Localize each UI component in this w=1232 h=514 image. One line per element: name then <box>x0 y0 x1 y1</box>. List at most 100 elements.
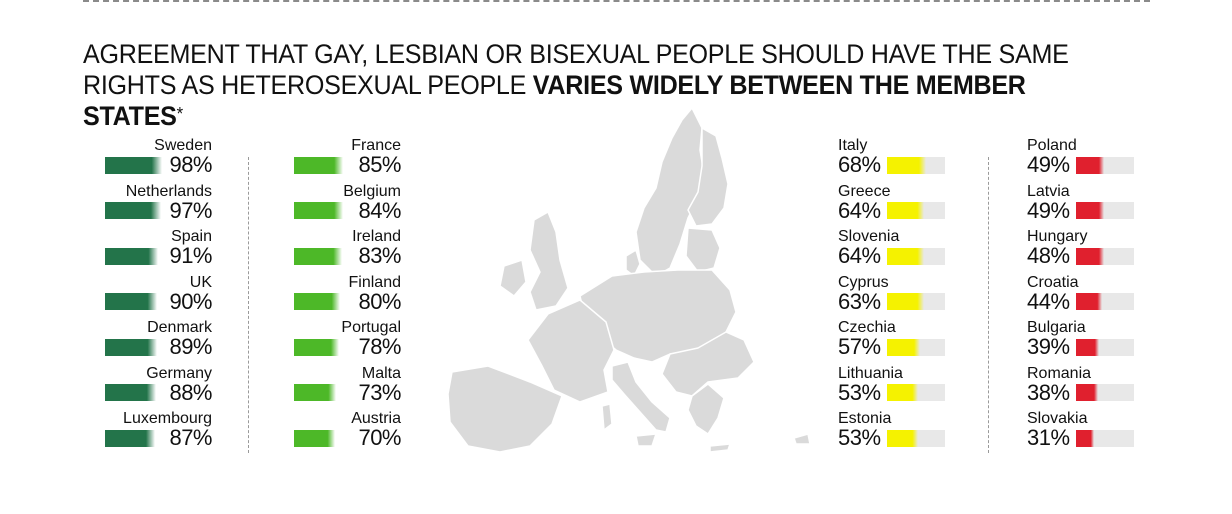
value-label: 49% <box>1027 152 1070 177</box>
country-entry: Italy 68% <box>838 137 953 183</box>
bar-row: 39% <box>1027 336 1142 358</box>
bar-row: 83% <box>286 245 401 267</box>
top-dashed-rule <box>83 0 1150 2</box>
bar-track <box>105 429 163 447</box>
title-line-2: RIGHTS AS HETEROSEXUAL PEOPLE VARIES WID… <box>83 70 1115 132</box>
country-entry: Portugal 78% <box>286 319 401 365</box>
country-entry: Poland 49% <box>1027 137 1142 183</box>
bar-fill <box>886 202 924 219</box>
bar-track <box>886 247 945 265</box>
divider-right <box>988 157 989 453</box>
bar-row: 84% <box>286 197 401 223</box>
bar-track <box>886 156 945 174</box>
bar-track <box>105 202 163 219</box>
country-entry: Hungary 48% <box>1027 228 1142 274</box>
country-entry: Slovenia 64% <box>838 228 953 274</box>
value-label: 98% <box>169 152 212 177</box>
bar-row: 98% <box>97 154 212 176</box>
bar-track <box>886 202 945 219</box>
bar-track <box>294 293 352 310</box>
bar-track <box>294 247 352 265</box>
bar-row: 85% <box>286 154 401 176</box>
bar-track <box>1075 293 1134 310</box>
country-name: Austria <box>351 410 401 427</box>
title-asterisk: * <box>176 104 184 124</box>
title-line-1: AGREEMENT THAT GAY, LESBIAN OR BISEXUAL … <box>83 39 1069 69</box>
value-label: 31% <box>1027 425 1070 450</box>
country-entry: Lithuania 53% <box>838 365 953 411</box>
bar-row: 64% <box>838 197 953 223</box>
country-name: Spain <box>171 228 212 245</box>
country-entry: Luxembourg 87% <box>97 410 212 456</box>
bar-fill <box>294 338 340 356</box>
value-label: 38% <box>1027 379 1070 405</box>
europe-map <box>447 107 811 453</box>
bar-track <box>105 156 163 174</box>
divider-left <box>248 157 249 453</box>
bar-row: 78% <box>286 336 401 358</box>
bar-track <box>886 338 945 356</box>
bar-fill <box>105 429 156 447</box>
bar-fill <box>1075 384 1098 401</box>
group-yellow: Italy 68% Greece 64% Slovenia 64% Cyprus 63% Cze… <box>838 137 953 456</box>
bar-track <box>294 429 352 447</box>
group-dark-green: Sweden 98% Netherlands 97% Spain 91% UK 90% Denm… <box>97 137 212 456</box>
country-entry: Belgium 84% <box>286 183 401 229</box>
bar-fill <box>294 293 341 310</box>
bar-row: 53% <box>838 427 953 449</box>
country-entry: Sweden 98% <box>97 137 212 183</box>
bar-fill <box>886 384 918 401</box>
value-label: 91% <box>169 243 212 268</box>
bar-row: 44% <box>1027 288 1142 314</box>
value-label: 73% <box>358 379 401 405</box>
bar-track <box>1075 156 1134 174</box>
bar-track <box>1075 338 1134 356</box>
bar-fill <box>294 202 344 219</box>
country-entry: Spain 91% <box>97 228 212 274</box>
bar-fill <box>886 338 920 356</box>
value-label: 90% <box>169 288 212 314</box>
bar-track <box>105 247 163 265</box>
bar-fill <box>294 156 344 174</box>
bar-row: 63% <box>838 290 953 313</box>
bar-fill <box>105 202 162 219</box>
bar-track <box>886 384 945 401</box>
value-label: 84% <box>358 197 401 223</box>
country-name: Slovenia <box>838 228 900 245</box>
country-name: Ireland <box>352 228 401 245</box>
value-label: 53% <box>838 379 881 405</box>
country-name: Slovakia <box>1027 410 1088 427</box>
bar-track <box>1075 202 1134 219</box>
value-label: 44% <box>1027 288 1070 314</box>
country-name: Hungary <box>1027 228 1088 245</box>
bar-row: 57% <box>838 336 953 358</box>
bar-track <box>105 384 163 401</box>
bar-row: 89% <box>97 336 212 358</box>
country-name: Finland <box>348 273 401 291</box>
bar-fill <box>105 247 159 265</box>
country-name: Romania <box>1027 364 1092 382</box>
bar-track <box>886 293 945 310</box>
bar-row: 80% <box>286 290 401 313</box>
bar-track <box>1075 384 1134 401</box>
country-entry: Netherlands 97% <box>97 183 212 229</box>
country-name: France <box>351 137 401 154</box>
country-entry: Greece 64% <box>838 183 953 229</box>
country-name: Malta <box>361 364 401 382</box>
country-entry: Ireland 83% <box>286 228 401 274</box>
country-entry: Austria 70% <box>286 410 401 456</box>
title-line-2-regular: RIGHTS AS HETEROSEXUAL PEOPLE <box>83 70 533 100</box>
country-name: Czechia <box>838 319 896 336</box>
country-entry: Romania 38% <box>1027 365 1142 411</box>
value-label: 97% <box>169 197 212 223</box>
country-name: Denmark <box>147 319 212 336</box>
value-label: 39% <box>1027 334 1070 359</box>
bar-track <box>294 156 352 174</box>
bar-row: 73% <box>286 379 401 405</box>
bar-row: 64% <box>838 245 953 267</box>
country-entry: UK 90% <box>97 274 212 320</box>
country-name: Cyprus <box>838 273 889 291</box>
value-label: 64% <box>838 197 881 223</box>
group-red: Poland 49% Latvia 49% Hungary 48% Croatia 44% Bu… <box>1027 137 1142 456</box>
country-entry: Croatia 44% <box>1027 274 1142 320</box>
